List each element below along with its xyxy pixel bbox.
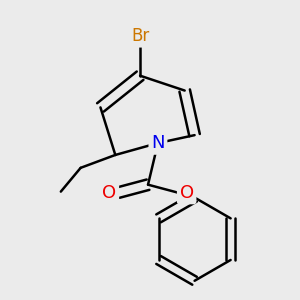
Text: N: N [151, 134, 165, 152]
Text: Br: Br [131, 27, 149, 45]
Text: O: O [180, 184, 194, 202]
Text: O: O [102, 184, 116, 202]
